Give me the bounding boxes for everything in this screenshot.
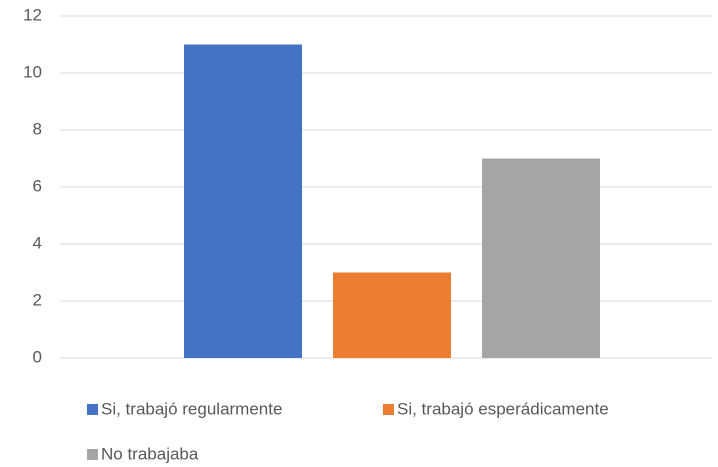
legend-label: Si, trabajó esperádicamente [397, 399, 609, 418]
y-tick-label: 2 [33, 290, 42, 309]
bar [333, 272, 451, 358]
y-tick-label: 10 [23, 62, 42, 81]
y-tick-label: 12 [23, 5, 42, 24]
legend-swatch [87, 404, 98, 415]
y-tick-label: 0 [33, 347, 42, 366]
legend-swatch [87, 449, 98, 460]
bar [184, 44, 302, 358]
y-tick-label: 8 [33, 119, 42, 138]
bar [482, 158, 600, 358]
y-tick-label: 4 [33, 233, 42, 252]
legend-label: No trabajaba [101, 444, 199, 463]
y-tick-label: 6 [33, 176, 42, 195]
legend-swatch [383, 404, 394, 415]
legend-label: Si, trabajó regularmente [101, 399, 282, 418]
